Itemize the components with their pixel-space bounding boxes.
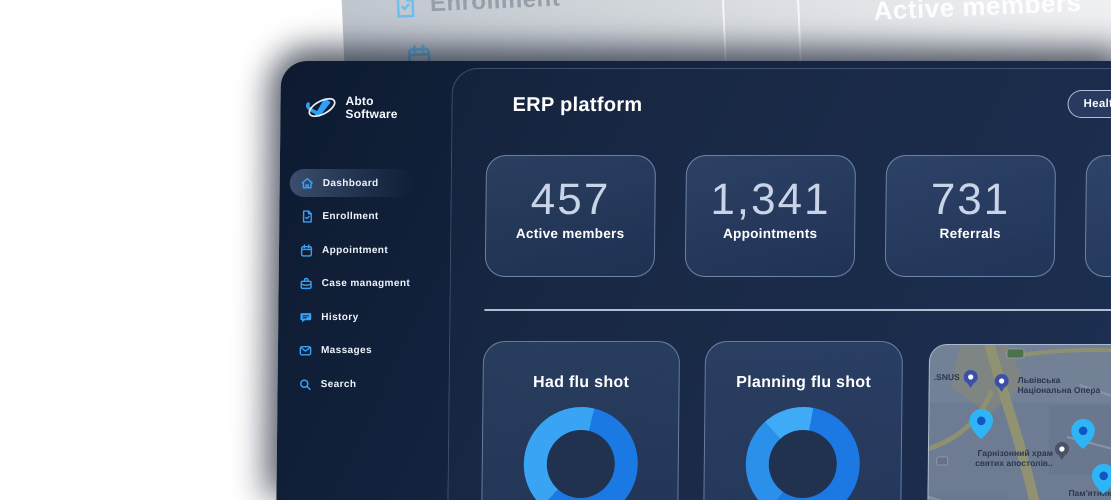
map-pin-icon[interactable] — [963, 369, 979, 389]
sidebar-item-label: Dashboard — [322, 177, 379, 189]
document-icon — [396, 0, 415, 18]
sidebar-item-label: Case managment — [321, 278, 411, 289]
sidebar-item-massages[interactable]: Massages — [288, 337, 438, 365]
background-nav-label: Enrollment — [429, 0, 561, 18]
sidebar-item-label: History — [321, 311, 359, 323]
road-badge — [936, 456, 949, 466]
sidebar-item-label: Search — [320, 378, 357, 390]
map-poi-line: Гарнізонний храм — [977, 448, 1053, 458]
sidebar-item-label: Enrollment — [322, 211, 379, 222]
abto-logo-icon — [305, 97, 336, 118]
background-stat-label: Active members — [872, 0, 1082, 26]
donut-hole — [768, 430, 838, 498]
briefcase-icon — [300, 277, 312, 290]
stat-value: 1,341 — [710, 175, 831, 224]
mail-icon — [299, 346, 312, 356]
sidebar-item-label: Appointment — [321, 244, 389, 256]
health-filter-button[interactable]: Health — [1067, 90, 1111, 118]
donut-hole — [545, 430, 615, 498]
map-widget[interactable]: .SNUS Львівська Національна Опера Гарніз… — [926, 344, 1111, 500]
member-pin-icon[interactable] — [1091, 464, 1111, 494]
brand-line2: Software — [345, 106, 398, 121]
brand-name: Abto Software — [345, 93, 398, 121]
had-flu-shot-donut-chart — [522, 407, 638, 500]
calendar-icon — [300, 243, 313, 257]
stat-value: 457 — [530, 175, 611, 224]
brand-line1: Abto — [345, 93, 374, 108]
stat-card-partial — [1084, 155, 1111, 277]
map-poi-line: Національна Опера — [1017, 385, 1101, 395]
health-filter-button-label: Health — [1083, 98, 1111, 110]
chart-card-planning-flu-shot: Planning flu shot — [701, 341, 904, 500]
road-shield-badge — [1006, 348, 1025, 359]
stat-label: Referrals — [939, 226, 1001, 241]
member-pin-icon[interactable] — [969, 409, 994, 439]
sidebar-item-label: Massages — [320, 345, 373, 356]
home-icon — [301, 177, 313, 189]
chart-card-had-flu-shot: Had flu shot — [479, 341, 681, 500]
sidebar-item-search[interactable]: Search — [287, 370, 437, 398]
map-poi-opera-label: Львівська Національна Опера — [1018, 375, 1101, 395]
sidebar-item-dashboard[interactable]: Dashboard — [289, 169, 414, 197]
sidebar-nav: Dashboard Enrollment Appointment Case ma… — [287, 169, 439, 398]
map-area-label: .SNUS — [933, 372, 960, 382]
chart-title: Planning flu shot — [736, 374, 872, 391]
page-title: ERP platform — [512, 94, 643, 116]
map-pin-icon[interactable] — [994, 373, 1010, 393]
map-poi-line: Львівська — [1017, 375, 1061, 385]
map-pin-icon[interactable] — [1054, 441, 1070, 461]
stat-label: Active members — [515, 226, 625, 241]
member-pin-icon[interactable] — [1071, 419, 1095, 449]
sidebar-item-appointment[interactable]: Appointment — [289, 236, 439, 264]
sidebar-item-enrollment[interactable]: Enrollment — [289, 203, 439, 231]
sidebar-item-history[interactable]: History — [288, 303, 438, 331]
brand-logo: Abto Software — [304, 91, 398, 124]
chart-title: Had flu shot — [533, 374, 630, 391]
map-poi-temple-label: Гарнізонний храм святих апостолів.. — [971, 448, 1053, 468]
map-poi-line: святих апостолів.. — [975, 458, 1053, 468]
background-nav-item: Enrollment — [391, 0, 561, 20]
stat-card-referrals: 731 Referrals — [884, 155, 1057, 277]
stat-card-appointments: 1,341 Appointments — [684, 155, 857, 277]
search-icon — [300, 378, 311, 390]
document-icon — [302, 210, 312, 223]
history-icon — [300, 312, 312, 322]
sidebar-item-case-managment[interactable]: Case managment — [289, 270, 439, 298]
erp-dashboard-window: Abto Software Dashboard Enrollment Appoi… — [276, 61, 1111, 500]
section-divider — [484, 309, 1111, 311]
stat-label: Appointments — [722, 226, 818, 241]
stat-value: 731 — [930, 175, 1011, 224]
stat-card-active-members: 457 Active members — [484, 155, 657, 277]
planning-flu-shot-donut-chart — [745, 407, 861, 500]
